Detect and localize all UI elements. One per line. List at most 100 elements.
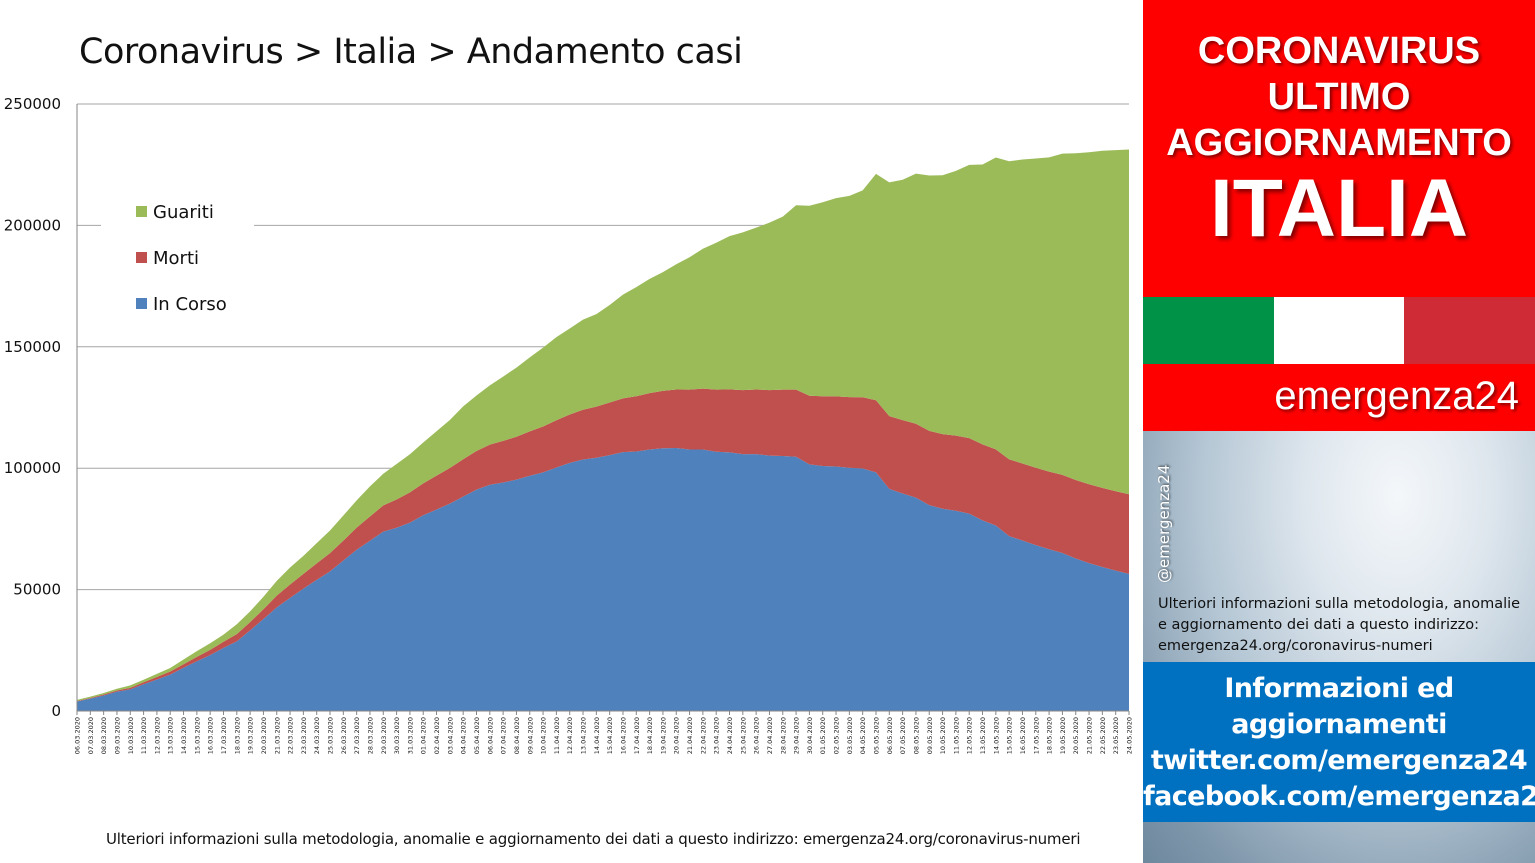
x-tick-label: 28.04.2020	[779, 717, 787, 754]
x-tick-label: 07.04.2020	[500, 717, 508, 754]
x-tick-label: 03.04.2020	[446, 717, 454, 754]
x-tick-label: 14.03.2020	[180, 717, 188, 754]
x-tick-label: 08.04.2020	[513, 717, 521, 754]
x-tick-label: 20.03.2020	[260, 717, 268, 754]
x-tick-label: 29.03.2020	[380, 717, 388, 754]
x-tick-label: 28.03.2020	[366, 717, 374, 754]
x-tick-label: 11.04.2020	[553, 717, 561, 754]
x-tick-label: 19.04.2020	[659, 717, 667, 754]
x-tick-label: 26.03.2020	[340, 717, 348, 754]
x-tick-label: 12.04.2020	[566, 717, 574, 754]
x-tick-label: 04.04.2020	[460, 717, 468, 754]
info-line-2: aggiornamenti	[1231, 709, 1447, 740]
x-tick-label: 17.05.2020	[1032, 717, 1040, 754]
brand-bar: emergenza24	[1143, 364, 1535, 431]
chart-title: Coronavirus > Italia > Andamento casi	[79, 32, 743, 72]
x-tick-label: 06.05.2020	[886, 717, 894, 754]
header-line-1: CORONAVIRUS	[1197, 30, 1481, 72]
update-header: CORONAVIRUS ULTIMO AGGIORNAMENTO ITALIA	[1143, 0, 1535, 297]
x-tick-label: 01.05.2020	[819, 717, 827, 754]
y-tick-label: 250000	[4, 95, 61, 113]
x-tick-label: 13.04.2020	[580, 717, 588, 754]
x-tick-label: 08.03.2020	[100, 717, 108, 754]
brand-name: emergenza24	[1274, 374, 1519, 418]
x-tick-label: 20.04.2020	[673, 717, 681, 754]
x-tick-label: 24.04.2020	[726, 717, 734, 754]
x-tick-label: 18.05.2020	[1046, 717, 1054, 754]
x-tick-label: 12.03.2020	[153, 717, 161, 754]
info-line-1: Informazioni ed	[1224, 673, 1454, 704]
x-axis-ticks: 06.03.2020 07.03.2020 08.03.2020 09.03.2020…	[74, 711, 1134, 754]
x-tick-label: 16.04.2020	[619, 717, 627, 754]
x-tick-label: 05.05.2020	[872, 717, 880, 754]
x-tick-label: 15.04.2020	[606, 717, 614, 754]
x-tick-label: 12.05.2020	[966, 717, 974, 754]
twitter-link[interactable]: twitter.com/emergenza24	[1150, 745, 1528, 776]
x-tick-label: 23.03.2020	[300, 717, 308, 754]
side-note: Ulteriori informazioni sulla metodologia…	[1158, 596, 1521, 654]
flag-white-stripe	[1273, 297, 1405, 364]
x-tick-label: 19.05.2020	[1059, 717, 1067, 754]
x-tick-label: 10.05.2020	[939, 717, 947, 754]
x-tick-label: 26.04.2020	[753, 717, 761, 754]
y-tick-label: 150000	[4, 338, 61, 356]
x-tick-label: 22.03.2020	[287, 717, 295, 754]
italian-flag	[1143, 297, 1535, 364]
legend-label: Guariti	[153, 202, 214, 223]
chart-legend: Guariti Morti In Corso	[101, 190, 254, 322]
legend-label: In Corso	[153, 294, 227, 315]
legend-swatch	[136, 206, 147, 217]
x-tick-label: 10.04.2020	[540, 717, 548, 754]
area-morti	[77, 388, 1129, 702]
legend-box	[101, 190, 254, 322]
x-tick-label: 29.04.2020	[793, 717, 801, 754]
x-tick-label: 13.03.2020	[167, 717, 175, 754]
x-tick-label: 18.04.2020	[646, 717, 654, 754]
x-tick-label: 27.03.2020	[353, 717, 361, 754]
area-in-corso	[77, 448, 1129, 711]
chart-areas	[77, 149, 1129, 711]
legend-swatch	[136, 298, 147, 309]
x-tick-label: 15.03.2020	[193, 717, 201, 754]
x-tick-label: 06.04.2020	[486, 717, 494, 754]
x-tick-label: 18.03.2020	[233, 717, 241, 754]
x-tick-label: 17.03.2020	[220, 717, 228, 754]
x-tick-label: 11.05.2020	[952, 717, 960, 754]
y-tick-label: 50000	[13, 581, 61, 599]
x-tick-label: 14.05.2020	[992, 717, 1000, 754]
flag-red-stripe	[1404, 297, 1535, 364]
x-tick-label: 21.04.2020	[686, 717, 694, 754]
x-tick-label: 24.05.2020	[1126, 717, 1134, 754]
x-tick-label: 01.04.2020	[420, 717, 428, 754]
y-tick-label: 0	[51, 702, 61, 720]
header-line-2: ULTIMO	[1267, 76, 1411, 118]
x-tick-label: 16.05.2020	[1019, 717, 1027, 754]
x-tick-label: 05.04.2020	[473, 717, 481, 754]
country-name: ITALIA	[1209, 163, 1469, 254]
x-tick-label: 23.04.2020	[713, 717, 721, 754]
x-tick-label: 02.04.2020	[433, 717, 441, 754]
side-panel: CORONAVIRUS ULTIMO AGGIORNAMENTO ITALIA …	[1143, 0, 1535, 863]
area-chart: 0 50000 100000 150000 200000 250000 06.03.202…	[4, 95, 1134, 754]
area-guariti	[77, 149, 1129, 702]
x-tick-label: 03.05.2020	[846, 717, 854, 754]
x-tick-label: 19.03.2020	[247, 717, 255, 754]
x-tick-label: 07.05.2020	[899, 717, 907, 754]
x-tick-label: 14.04.2020	[593, 717, 601, 754]
x-tick-label: 09.05.2020	[926, 717, 934, 754]
y-axis-ticks: 0 50000 100000 150000 200000 250000	[4, 95, 61, 720]
x-tick-label: 21.05.2020	[1086, 717, 1094, 754]
y-tick-label: 100000	[4, 459, 61, 477]
x-tick-label: 04.05.2020	[859, 717, 867, 754]
x-tick-label: 16.03.2020	[207, 717, 215, 754]
x-tick-label: 25.03.2020	[327, 717, 335, 754]
x-tick-label: 17.04.2020	[633, 717, 641, 754]
legend-swatch	[136, 252, 147, 263]
x-tick-label: 24.03.2020	[313, 717, 321, 754]
chart-axes	[76, 104, 1129, 712]
x-tick-label: 20.05.2020	[1072, 717, 1080, 754]
x-tick-label: 23.05.2020	[1112, 717, 1120, 754]
facebook-link[interactable]: facebook.com/emergenza24	[1143, 781, 1535, 812]
x-tick-label: 06.03.2020	[74, 717, 82, 754]
x-tick-label: 22.04.2020	[699, 717, 707, 754]
